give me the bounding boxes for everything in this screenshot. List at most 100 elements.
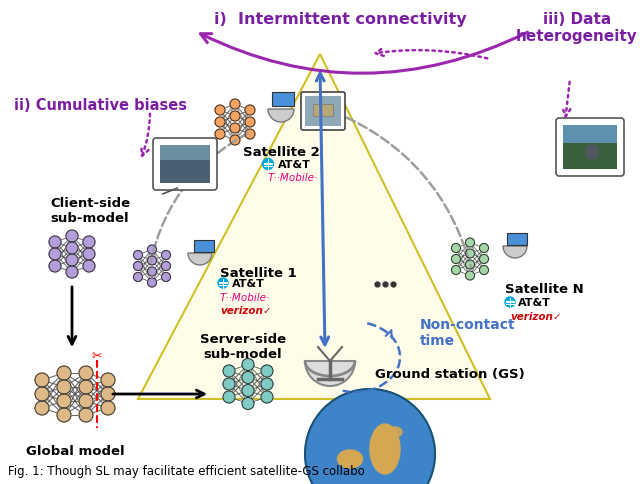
Circle shape [134,273,143,282]
Text: verizon✓: verizon✓ [220,305,271,316]
Circle shape [479,266,488,275]
Circle shape [215,130,225,140]
Circle shape [66,230,78,242]
FancyArrowPatch shape [200,33,527,74]
Circle shape [451,255,461,264]
Circle shape [479,255,488,264]
Circle shape [261,378,273,390]
Circle shape [134,262,143,271]
Text: Satellite 2: Satellite 2 [243,146,319,159]
Circle shape [83,248,95,260]
Circle shape [79,408,93,422]
FancyBboxPatch shape [301,93,345,131]
Circle shape [261,391,273,403]
Circle shape [147,257,157,265]
Circle shape [83,260,95,272]
Circle shape [230,100,240,110]
Circle shape [245,106,255,116]
FancyBboxPatch shape [160,146,210,161]
Wedge shape [305,361,355,386]
Circle shape [465,239,474,247]
Circle shape [79,394,93,408]
Text: Global model: Global model [26,444,124,457]
Text: i)  Intermittent connectivity: i) Intermittent connectivity [214,12,467,27]
Circle shape [242,359,254,371]
FancyArrowPatch shape [141,115,150,156]
Circle shape [66,242,78,255]
Wedge shape [268,110,294,123]
Circle shape [161,262,170,271]
Text: AT&T: AT&T [518,297,551,307]
Circle shape [230,124,240,134]
Circle shape [66,255,78,267]
Circle shape [242,385,254,397]
Circle shape [305,389,435,484]
Circle shape [134,251,143,260]
Circle shape [161,273,170,282]
FancyBboxPatch shape [305,97,341,127]
Circle shape [35,387,49,401]
Text: AT&T: AT&T [232,278,265,288]
Circle shape [245,130,255,140]
Circle shape [49,237,61,248]
FancyBboxPatch shape [160,146,210,183]
Circle shape [245,118,255,128]
Circle shape [49,260,61,272]
Circle shape [215,118,225,128]
Circle shape [223,391,235,403]
Circle shape [79,380,93,394]
FancyBboxPatch shape [586,146,598,160]
FancyBboxPatch shape [563,126,617,144]
Text: AT&T: AT&T [278,160,311,170]
Text: Satellite 1: Satellite 1 [220,267,297,279]
FancyBboxPatch shape [507,233,527,245]
FancyBboxPatch shape [313,105,333,117]
FancyBboxPatch shape [272,93,294,107]
Circle shape [215,106,225,116]
Text: T··Mobile·: T··Mobile· [220,292,270,302]
Circle shape [57,408,71,422]
Circle shape [101,387,115,401]
Circle shape [465,249,474,258]
Circle shape [223,378,235,390]
FancyBboxPatch shape [556,119,624,177]
Circle shape [161,251,170,260]
Circle shape [451,266,461,275]
Circle shape [49,248,61,260]
Wedge shape [503,246,527,258]
Circle shape [147,268,157,276]
Ellipse shape [388,427,402,437]
Circle shape [147,278,157,287]
Text: iii) Data
heterogeneity: iii) Data heterogeneity [516,12,638,45]
Circle shape [242,398,254,409]
Circle shape [57,380,71,394]
Circle shape [66,267,78,278]
FancyBboxPatch shape [194,241,214,253]
Circle shape [101,401,115,415]
Circle shape [262,159,273,170]
Circle shape [465,272,474,280]
Circle shape [35,373,49,387]
Text: T··Mobile·: T··Mobile· [268,173,318,182]
Text: ✂: ✂ [92,350,102,363]
Circle shape [57,366,71,380]
FancyBboxPatch shape [153,139,217,191]
Circle shape [223,365,235,377]
Circle shape [83,237,95,248]
FancyArrowPatch shape [563,83,570,117]
Circle shape [218,278,228,288]
Circle shape [230,112,240,122]
Text: ii) Cumulative biases: ii) Cumulative biases [13,98,186,113]
Circle shape [261,365,273,377]
Text: verizon✓: verizon✓ [510,311,562,321]
Text: Non-contact
time: Non-contact time [420,318,516,348]
Circle shape [101,373,115,387]
Circle shape [479,244,488,253]
Text: Client-side
sub-model: Client-side sub-model [50,197,130,225]
Circle shape [57,394,71,408]
Ellipse shape [370,424,400,474]
Circle shape [465,260,474,270]
Polygon shape [138,55,490,399]
Circle shape [505,297,515,307]
Text: Fig. 1: Though SL may facilitate efficient satellite-GS collabo: Fig. 1: Though SL may facilitate efficie… [8,464,365,477]
